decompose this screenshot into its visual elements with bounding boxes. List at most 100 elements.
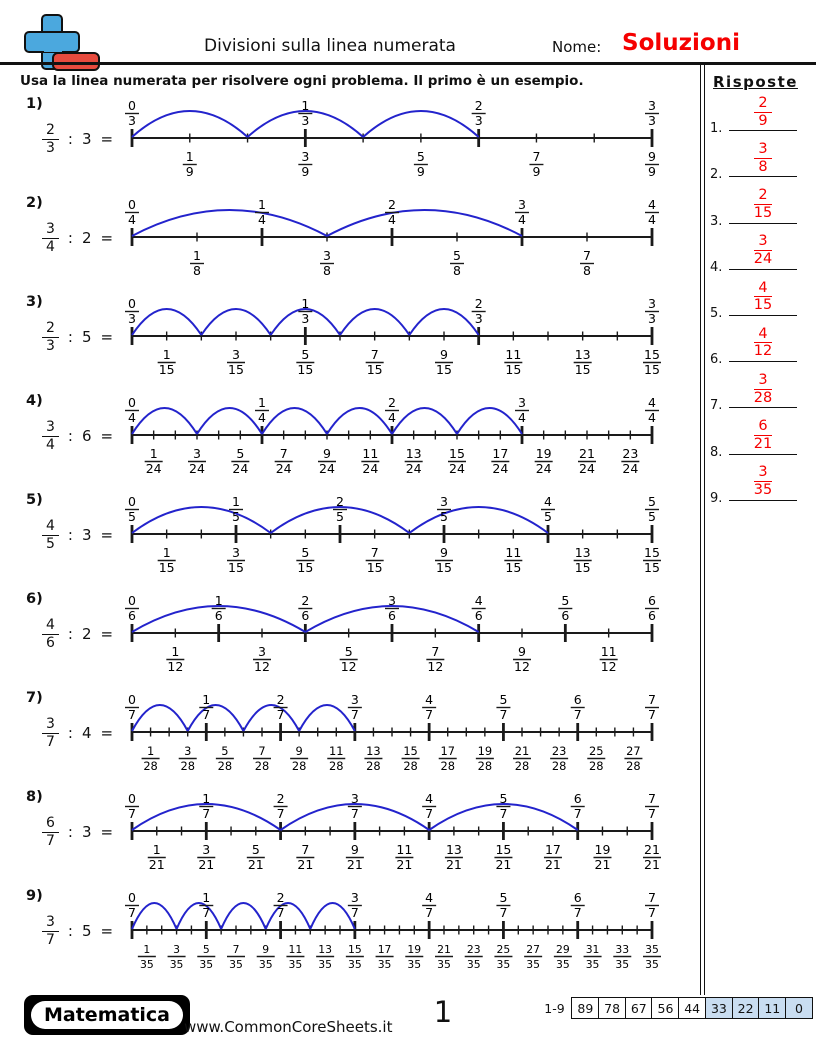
answer-number: 7. (710, 398, 723, 414)
brand-logo (16, 12, 100, 71)
svg-text:9: 9 (648, 149, 656, 164)
svg-text:11: 11 (396, 842, 412, 857)
svg-text:5: 5 (499, 692, 507, 707)
svg-text:3: 3 (518, 395, 526, 410)
svg-text:9: 9 (186, 164, 194, 179)
problem-list: 1) 2 3:3 = 0 3 1 3 2 3 3 3 1 9 3 9 5 9 7 9 9 9 2) 3 4:2 = 0 4 1 4 2 4 3 4… (0, 93, 698, 984)
number-line: 0717273747576777128328528728928112813281… (125, 692, 659, 773)
answer-item: 1. 2 9 (701, 93, 816, 139)
svg-text:5: 5 (236, 446, 244, 461)
website-url: www.CommonCoreSheets.it (184, 1018, 393, 1036)
svg-text:35: 35 (407, 958, 421, 971)
svg-text:6: 6 (128, 608, 136, 623)
svg-text:2: 2 (277, 890, 285, 905)
svg-text:3: 3 (232, 545, 240, 560)
svg-text:21: 21 (248, 857, 264, 872)
svg-text:8: 8 (583, 263, 591, 278)
svg-text:7: 7 (583, 248, 591, 263)
svg-text:7: 7 (371, 545, 379, 560)
svg-text:8: 8 (453, 263, 461, 278)
svg-text:5: 5 (499, 791, 507, 806)
answer-number: 8. (710, 444, 723, 460)
svg-text:24: 24 (362, 461, 378, 476)
svg-text:9: 9 (440, 347, 448, 362)
svg-text:5: 5 (453, 248, 461, 263)
svg-text:5: 5 (648, 509, 656, 524)
svg-text:0: 0 (128, 890, 136, 905)
svg-text:5: 5 (221, 744, 228, 758)
svg-text:13: 13 (575, 347, 591, 362)
svg-text:7: 7 (648, 791, 656, 806)
svg-text:9: 9 (648, 164, 656, 179)
svg-text:24: 24 (232, 461, 248, 476)
svg-text:3: 3 (258, 644, 266, 659)
score-table: 1-9 89 78 67 56 44 33 22 11 0 (544, 997, 813, 1019)
svg-text:3: 3 (232, 347, 240, 362)
svg-text:13: 13 (406, 446, 422, 461)
svg-text:1: 1 (202, 692, 210, 707)
divisor: 3 (81, 823, 92, 841)
svg-text:0: 0 (128, 98, 136, 113)
svg-text:7: 7 (574, 707, 582, 722)
svg-text:4: 4 (388, 410, 396, 425)
svg-text:7: 7 (574, 806, 582, 821)
svg-text:3: 3 (648, 296, 656, 311)
svg-text:15: 15 (228, 560, 244, 575)
svg-text:23: 23 (622, 446, 638, 461)
svg-text:0: 0 (128, 494, 136, 509)
svg-text:7: 7 (648, 692, 656, 707)
svg-text:15: 15 (644, 362, 660, 377)
svg-text:7: 7 (202, 905, 210, 920)
matematica-badge: Matematica (24, 995, 190, 1035)
answer-fraction: 3 28 (753, 371, 773, 406)
svg-text:1: 1 (147, 744, 154, 758)
division-sign: : (67, 229, 73, 247)
svg-text:5: 5 (499, 890, 507, 905)
svg-text:3: 3 (388, 593, 396, 608)
answer-fraction: 4 12 (753, 325, 773, 360)
equals-sign: = (100, 922, 114, 940)
svg-text:1: 1 (153, 842, 161, 857)
svg-text:15: 15 (228, 362, 244, 377)
svg-text:4: 4 (258, 212, 266, 227)
svg-text:1: 1 (215, 593, 223, 608)
svg-text:28: 28 (255, 759, 270, 773)
answer-number: 3. (710, 213, 723, 229)
svg-text:35: 35 (348, 958, 362, 971)
svg-text:28: 28 (218, 759, 233, 773)
problem-row: 7) 3 7:4 = 0 7 1 7 2 7 3 7 4 7 5 7 6 7 7 7 1 28 3 28 5 28 7 28 9 28 11… (0, 687, 698, 786)
svg-text:6: 6 (215, 608, 223, 623)
answer-line (729, 407, 797, 409)
svg-text:9: 9 (262, 943, 269, 956)
equals-sign: = (100, 229, 114, 247)
divisor: 6 (81, 427, 92, 445)
division-sign: : (67, 526, 73, 544)
svg-text:28: 28 (552, 759, 567, 773)
svg-text:28: 28 (403, 759, 418, 773)
answer-line (729, 176, 797, 178)
answer-line (729, 222, 797, 224)
answer-number: 9. (710, 490, 723, 506)
division-expression: 4 5:3 = (42, 489, 113, 581)
problem-row: 1) 2 3:3 = 0 3 1 3 2 3 3 3 1 9 3 9 5 9 7 9 9 9 (0, 93, 698, 192)
answer-line (729, 268, 797, 270)
number-line: 0717273747576777121321521721921112113211… (125, 791, 661, 872)
svg-text:7: 7 (128, 905, 136, 920)
svg-text:15: 15 (449, 446, 465, 461)
division-expression: 2 3:5 = (42, 291, 113, 383)
svg-text:3: 3 (184, 744, 191, 758)
svg-text:25: 25 (497, 943, 511, 956)
svg-text:4: 4 (425, 791, 433, 806)
svg-text:6: 6 (574, 890, 582, 905)
svg-text:1: 1 (301, 296, 309, 311)
divisor: 3 (81, 130, 92, 148)
page-title: Divisioni sulla linea numerata (204, 36, 456, 56)
svg-text:28: 28 (180, 759, 195, 773)
svg-text:2: 2 (336, 494, 344, 509)
divisor: 2 (81, 229, 92, 247)
problem-number: 3) (26, 294, 43, 310)
